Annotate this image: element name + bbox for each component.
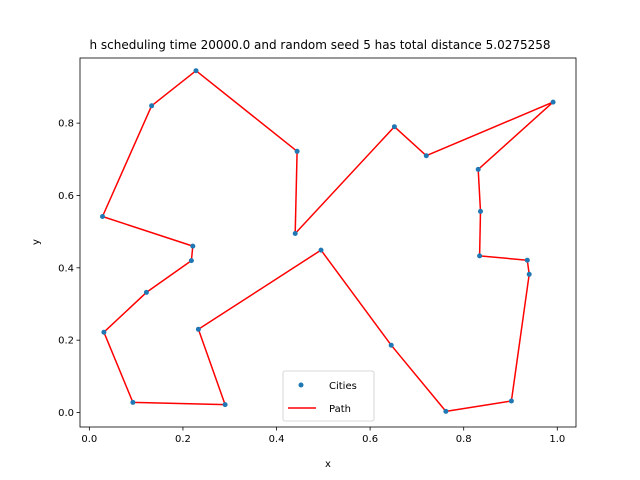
city-point bbox=[193, 68, 199, 74]
x-axis-label: x bbox=[325, 459, 331, 470]
city-point bbox=[388, 342, 394, 348]
city-point bbox=[318, 247, 324, 253]
legend-cities-label: Cities bbox=[329, 381, 357, 392]
city-point bbox=[475, 166, 481, 172]
city-point bbox=[292, 231, 298, 236]
plot-area bbox=[80, 58, 576, 427]
city-point bbox=[524, 257, 530, 263]
city-point bbox=[526, 271, 532, 277]
city-point bbox=[508, 398, 514, 404]
city-point bbox=[391, 124, 397, 130]
x-tick-label: 0.8 bbox=[456, 434, 472, 445]
city-point bbox=[195, 326, 201, 332]
x-tick-label: 0.4 bbox=[269, 434, 285, 445]
legend-path-label: Path bbox=[329, 404, 351, 415]
x-tick-label: 1.0 bbox=[549, 434, 565, 445]
legend: Cities Path bbox=[282, 370, 375, 422]
chart-title: h scheduling time 20000.0 and random see… bbox=[89, 38, 550, 52]
y-tick-label: 0.4 bbox=[58, 263, 74, 274]
cities-series bbox=[100, 68, 556, 414]
city-point bbox=[188, 258, 194, 264]
x-tick-label: 0.0 bbox=[81, 434, 97, 445]
city-point bbox=[149, 103, 155, 109]
city-point bbox=[423, 153, 429, 159]
legend-cities-marker bbox=[298, 382, 304, 388]
y-tick-label: 0.8 bbox=[58, 119, 74, 130]
city-point bbox=[294, 148, 300, 154]
x-axis-ticks: 0.0 0.2 0.4 0.6 0.8 1.0 bbox=[81, 427, 565, 445]
y-tick-label: 0.0 bbox=[58, 408, 74, 419]
x-tick-label: 0.6 bbox=[362, 434, 378, 445]
city-point bbox=[222, 402, 228, 408]
city-point bbox=[443, 408, 449, 414]
city-point bbox=[101, 329, 107, 335]
y-tick-label: 0.2 bbox=[58, 336, 74, 347]
city-point bbox=[143, 289, 149, 295]
city-point bbox=[477, 253, 483, 259]
city-point bbox=[100, 214, 105, 219]
y-tick-label: 0.6 bbox=[58, 191, 74, 202]
x-tick-label: 0.2 bbox=[175, 434, 191, 445]
city-point bbox=[190, 243, 196, 249]
y-axis-label: y bbox=[31, 239, 42, 245]
city-point bbox=[550, 99, 556, 105]
city-point bbox=[130, 399, 136, 405]
y-axis-ticks: 0.0 0.2 0.4 0.6 0.8 bbox=[58, 119, 80, 419]
city-point bbox=[478, 208, 483, 214]
plot-frame bbox=[79, 57, 577, 428]
